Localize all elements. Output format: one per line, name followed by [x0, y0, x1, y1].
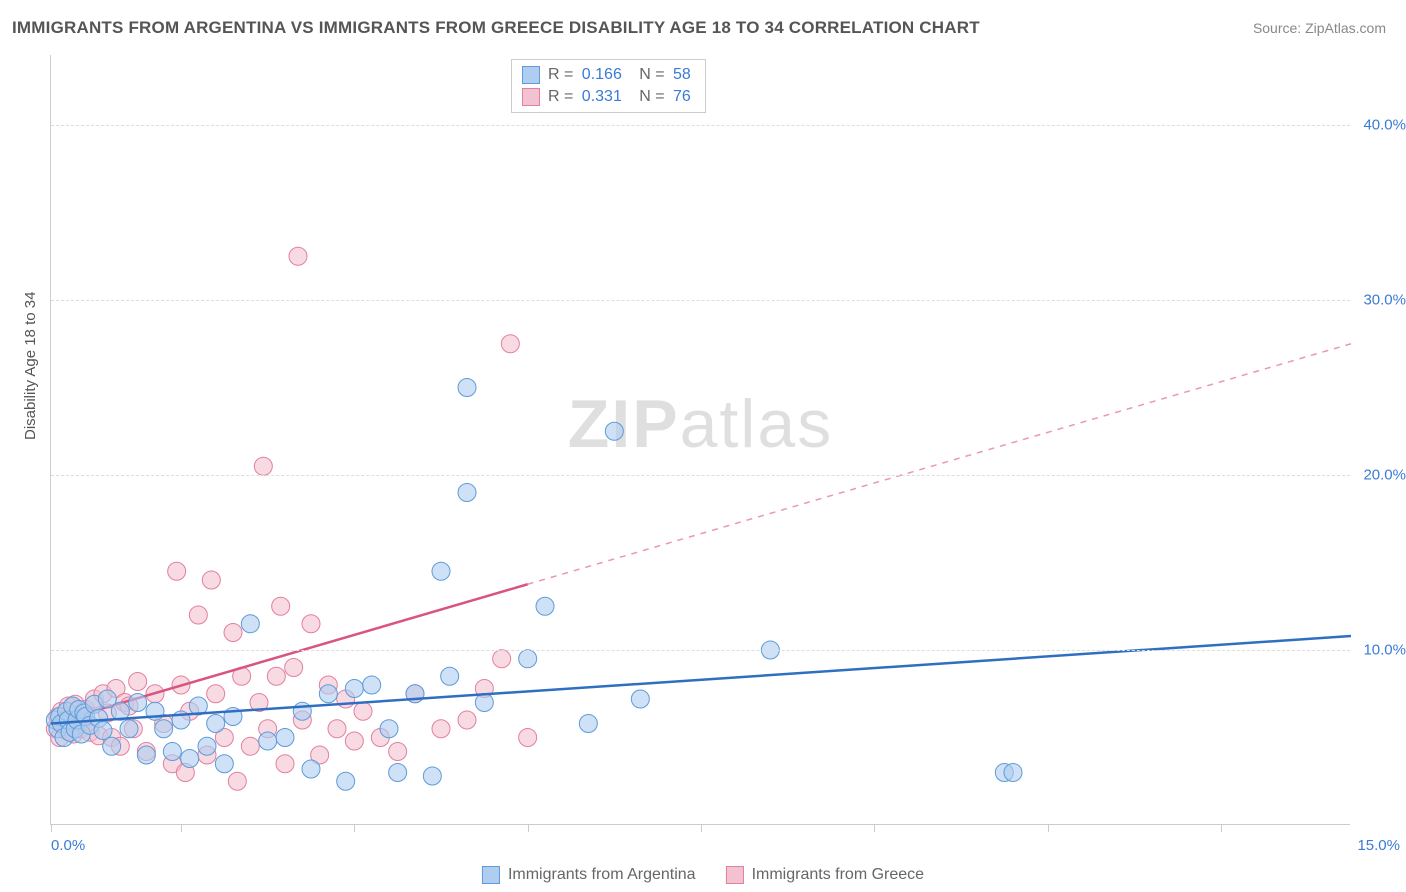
- legend-swatch: [522, 66, 540, 84]
- x-tick: [51, 824, 52, 832]
- data-point-argentina: [120, 720, 138, 738]
- data-point-argentina: [605, 422, 623, 440]
- data-point-argentina: [276, 729, 294, 747]
- data-point-greece: [276, 755, 294, 773]
- data-point-argentina: [345, 680, 363, 698]
- data-point-argentina: [163, 743, 181, 761]
- gridline: [51, 125, 1350, 126]
- data-point-argentina: [579, 715, 597, 733]
- data-point-greece: [254, 457, 272, 475]
- correlation-chart: IMMIGRANTS FROM ARGENTINA VS IMMIGRANTS …: [0, 0, 1406, 892]
- data-point-argentina: [536, 597, 554, 615]
- x-tick: [181, 824, 182, 832]
- data-point-argentina: [137, 746, 155, 764]
- data-point-greece: [302, 615, 320, 633]
- data-point-greece: [493, 650, 511, 668]
- data-point-argentina: [241, 615, 259, 633]
- data-point-greece: [129, 673, 147, 691]
- x-tick: [1221, 824, 1222, 832]
- chart-title: IMMIGRANTS FROM ARGENTINA VS IMMIGRANTS …: [12, 18, 980, 38]
- legend-item-greece: Immigrants from Greece: [726, 866, 924, 884]
- x-tick: [874, 824, 875, 832]
- x-tick: [701, 824, 702, 832]
- data-point-greece: [389, 743, 407, 761]
- legend-swatch: [726, 866, 744, 884]
- data-point-greece: [207, 685, 225, 703]
- data-point-argentina: [432, 562, 450, 580]
- data-point-greece: [432, 720, 450, 738]
- data-point-argentina: [198, 737, 216, 755]
- data-point-argentina: [380, 720, 398, 738]
- data-point-greece: [228, 772, 246, 790]
- stats-row-greece: R = 0.331 N = 76: [522, 86, 695, 108]
- data-point-argentina: [207, 715, 225, 733]
- data-point-argentina: [319, 685, 337, 703]
- y-axis-title: Disability Age 18 to 34: [22, 292, 39, 440]
- data-point-argentina: [458, 484, 476, 502]
- plot-svg: [51, 55, 1350, 824]
- y-tick-label: 10.0%: [1363, 642, 1406, 659]
- data-point-greece: [168, 562, 186, 580]
- data-point-argentina: [155, 720, 173, 738]
- data-point-greece: [354, 702, 372, 720]
- x-tick: [528, 824, 529, 832]
- legend-label: Immigrants from Argentina: [508, 866, 696, 884]
- legend-swatch: [522, 88, 540, 106]
- data-point-argentina: [441, 667, 459, 685]
- gridline: [51, 475, 1350, 476]
- gridline: [51, 650, 1350, 651]
- data-point-argentina: [389, 764, 407, 782]
- data-point-greece: [501, 335, 519, 353]
- data-point-greece: [328, 720, 346, 738]
- data-point-argentina: [1004, 764, 1022, 782]
- source-label: Source: ZipAtlas.com: [1253, 20, 1386, 36]
- data-point-greece: [241, 737, 259, 755]
- data-point-argentina: [337, 772, 355, 790]
- plot-area: ZIPatlas R = 0.166 N = 58R = 0.331 N = 7…: [50, 55, 1350, 825]
- data-point-greece: [285, 659, 303, 677]
- stats-row-argentina: R = 0.166 N = 58: [522, 64, 695, 86]
- legend-swatch: [482, 866, 500, 884]
- data-point-argentina: [475, 694, 493, 712]
- data-point-argentina: [259, 732, 277, 750]
- legend-label: Immigrants from Greece: [752, 866, 924, 884]
- legend-item-argentina: Immigrants from Argentina: [482, 866, 696, 884]
- x-tick-max: 15.0%: [1357, 837, 1400, 854]
- data-point-argentina: [94, 722, 112, 740]
- data-point-greece: [272, 597, 290, 615]
- x-tick: [1048, 824, 1049, 832]
- data-point-argentina: [423, 767, 441, 785]
- data-point-greece: [519, 729, 537, 747]
- series-legend: Immigrants from Argentina Immigrants from…: [482, 866, 924, 884]
- x-tick-min: 0.0%: [51, 837, 85, 854]
- data-point-greece: [202, 571, 220, 589]
- data-point-argentina: [631, 690, 649, 708]
- data-point-argentina: [129, 694, 147, 712]
- data-point-argentina: [302, 760, 320, 778]
- data-point-greece: [267, 667, 285, 685]
- data-point-argentina: [519, 650, 537, 668]
- data-point-greece: [289, 247, 307, 265]
- y-tick-label: 20.0%: [1363, 467, 1406, 484]
- data-point-greece: [458, 711, 476, 729]
- data-point-argentina: [458, 379, 476, 397]
- regression-extrapolation-greece: [528, 344, 1351, 585]
- stats-legend: R = 0.166 N = 58 R = 0.331 N = 76: [511, 59, 706, 113]
- stats-text: R = 0.331 N = 76: [548, 88, 695, 106]
- data-point-argentina: [363, 676, 381, 694]
- data-point-greece: [189, 606, 207, 624]
- gridline: [51, 300, 1350, 301]
- data-point-greece: [345, 732, 363, 750]
- y-tick-label: 40.0%: [1363, 117, 1406, 134]
- data-point-argentina: [215, 755, 233, 773]
- data-point-argentina: [181, 750, 199, 768]
- y-tick-label: 30.0%: [1363, 292, 1406, 309]
- data-point-greece: [224, 624, 242, 642]
- x-tick: [354, 824, 355, 832]
- stats-text: R = 0.166 N = 58: [548, 66, 695, 84]
- data-point-argentina: [103, 737, 121, 755]
